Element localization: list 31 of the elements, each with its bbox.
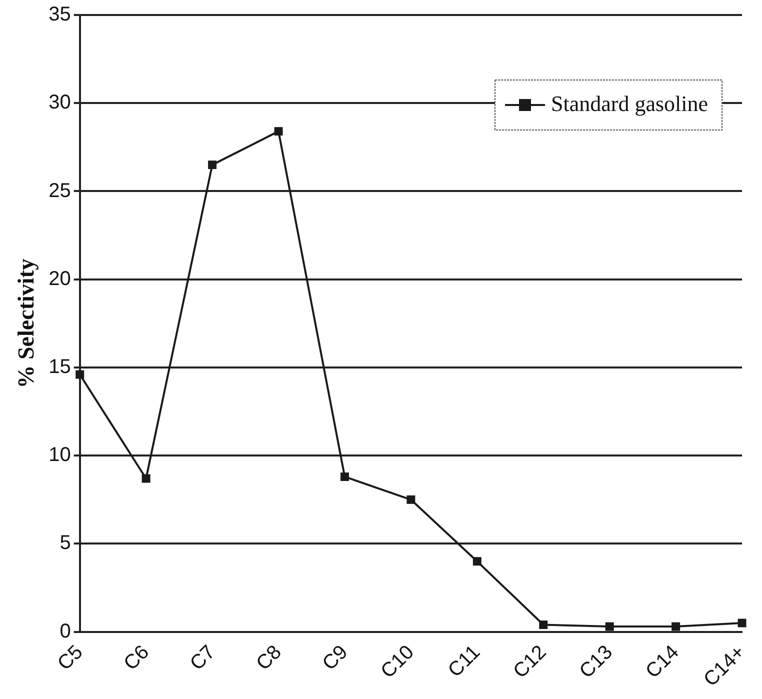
point	[472, 557, 482, 566]
point	[672, 622, 680, 631]
y-tick-label: 5	[60, 532, 71, 554]
y-tick-label: 30	[48, 92, 71, 114]
point	[605, 622, 614, 631]
y-tick-label: 10	[48, 444, 71, 466]
x-tick-label: C5	[54, 641, 88, 675]
y-tick-label: 15	[48, 356, 71, 378]
point	[274, 127, 283, 136]
y-axis-title: % Selectivity	[14, 258, 39, 388]
point	[340, 472, 349, 481]
y-tick-label: 20	[48, 268, 71, 290]
point	[738, 618, 746, 628]
x-tick-label: C8	[252, 641, 286, 675]
y-tick-label: 0	[60, 620, 71, 642]
x-tick-label: C11	[444, 641, 485, 682]
point	[208, 160, 217, 170]
x-tick-label: C10	[376, 641, 418, 683]
legend-label: Standard gasoline	[551, 90, 708, 116]
point	[406, 495, 416, 504]
x-tick-label: C6	[120, 641, 154, 675]
x-tick-label: C7	[186, 641, 220, 675]
point	[76, 370, 84, 379]
x-tick-label: C14	[642, 641, 684, 683]
x-tick-label: C9	[318, 641, 352, 675]
y-tick-label: 35	[48, 4, 71, 26]
point	[539, 620, 548, 630]
x-tick-label: C12	[509, 641, 551, 683]
point	[142, 474, 150, 483]
x-tick-label: C13	[576, 641, 618, 683]
y-tick-label: 25	[48, 180, 71, 202]
